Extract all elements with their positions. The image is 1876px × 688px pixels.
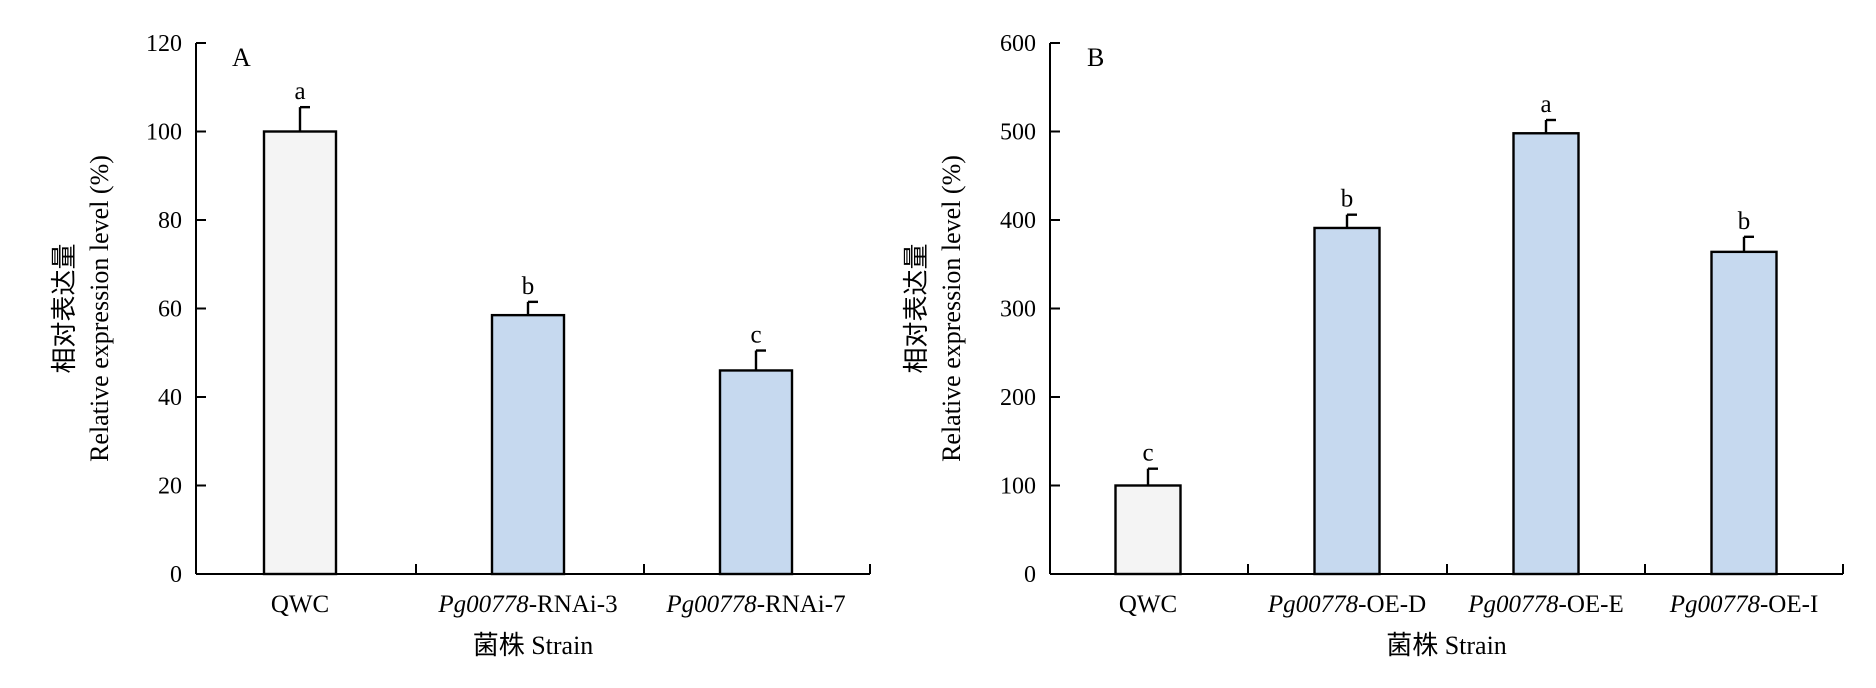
x-axis-title: 菌株 Strain bbox=[473, 631, 594, 660]
bar bbox=[1512, 132, 1580, 576]
y-tick-label: 500 bbox=[1000, 120, 1036, 146]
x-tick-label: QWC bbox=[1119, 591, 1177, 618]
y-tick-label: 0 bbox=[170, 562, 182, 588]
bar bbox=[1313, 226, 1381, 576]
y-tick-label: 100 bbox=[146, 120, 182, 146]
y-tick-label: 80 bbox=[158, 208, 182, 234]
x-tick-label-text: QWC bbox=[271, 591, 329, 618]
y-axis-title-cn: 相对表达量 bbox=[50, 243, 79, 373]
significance-label: a bbox=[1540, 91, 1551, 118]
y-axis-title-cn: 相对表达量 bbox=[902, 243, 931, 373]
y-axis-title: Relative expression level (%) bbox=[937, 155, 966, 462]
x-tick-label-italic: Pg00778 bbox=[1267, 591, 1359, 618]
x-tick-label-italic: Pg00778 bbox=[665, 591, 757, 618]
x-tick-label-text: -OE-E bbox=[1559, 591, 1624, 618]
y-tick-label: 20 bbox=[158, 474, 182, 500]
y-tick-label: 60 bbox=[158, 297, 182, 323]
x-tick-label-text: -RNAi-7 bbox=[757, 591, 846, 618]
y-tick-label: 200 bbox=[1000, 385, 1036, 411]
significance-label: b bbox=[1341, 186, 1354, 213]
y-tick-label: 40 bbox=[158, 385, 182, 411]
x-tick-label-italic: Pg00778 bbox=[437, 591, 529, 618]
y-tick-label: 300 bbox=[1000, 297, 1036, 323]
x-tick-label: Pg00778-OE-I bbox=[1669, 591, 1819, 618]
x-axis-title: 菌株 Strain bbox=[1386, 631, 1507, 660]
y-tick-label: 600 bbox=[1000, 31, 1036, 57]
significance-label: b bbox=[1738, 208, 1751, 235]
panel-label: B bbox=[1087, 43, 1104, 72]
x-tick-label: Pg00778-RNAi-3 bbox=[437, 591, 617, 618]
significance-label: c bbox=[1142, 440, 1153, 467]
x-tick-label-text: -OE-I bbox=[1760, 591, 1818, 618]
bar bbox=[1114, 484, 1182, 576]
bar bbox=[718, 369, 794, 576]
bar bbox=[1710, 250, 1778, 576]
panel-label: A bbox=[232, 43, 251, 72]
significance-label: c bbox=[750, 322, 761, 349]
x-tick-label: Pg00778-OE-D bbox=[1267, 591, 1426, 618]
x-tick-label: QWC bbox=[271, 591, 329, 618]
bar bbox=[262, 130, 338, 576]
significance-label: b bbox=[522, 273, 535, 300]
x-tick-label-italic: Pg00778 bbox=[1669, 591, 1761, 618]
x-tick-label-italic: Pg00778 bbox=[1467, 591, 1559, 618]
y-tick-label: 0 bbox=[1024, 562, 1036, 588]
x-tick-label-text: QWC bbox=[1119, 591, 1177, 618]
x-tick-label-text: -OE-D bbox=[1358, 591, 1426, 618]
x-tick-label: Pg00778-OE-E bbox=[1467, 591, 1624, 618]
y-axis-title: Relative expression level (%) bbox=[85, 155, 114, 462]
panel-b: 0100200300400500600cQWCbPg00778-OE-DaPg0… bbox=[902, 31, 1844, 660]
x-tick-label: Pg00778-RNAi-7 bbox=[665, 591, 845, 618]
y-tick-label: 400 bbox=[1000, 208, 1036, 234]
y-tick-label: 100 bbox=[1000, 474, 1036, 500]
y-tick-label: 120 bbox=[146, 31, 182, 57]
x-tick-label-text: -RNAi-3 bbox=[529, 591, 618, 618]
significance-label: a bbox=[294, 78, 305, 105]
panel-a: 020406080100120aQWCbPg00778-RNAi-3cPg007… bbox=[50, 31, 871, 660]
bar bbox=[490, 313, 566, 576]
